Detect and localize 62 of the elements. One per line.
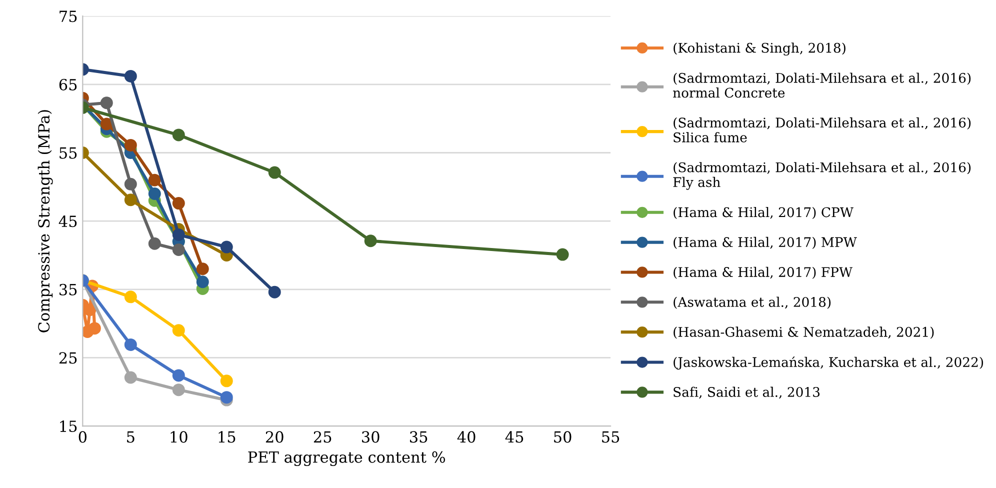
point [84,304,96,316]
point [124,194,137,206]
point [124,70,137,82]
y-tick-label: 65 [59,78,77,90]
legend-label: (Sadrmomtazi, Dolati-Milehsara et al., 2016) Fly ash [673,162,971,190]
point [124,178,137,190]
x-tick-label: 20 [266,431,284,443]
point [364,234,377,248]
legend-label: (Hasan-Ghasemi & Nematzadeh, 2021) [674,326,934,339]
legend-label: (Hama & Hilal, 2017) FPW [674,266,852,279]
point [196,276,209,288]
point [88,322,101,335]
y-tick-label: 45 [58,216,77,228]
legend-label: (Hama & Hilal, 2017) CPW [674,206,854,220]
legend-label: Safi, Saidi et al., 2013 [674,386,820,399]
point [148,237,161,250]
x-tick-label: 45 [505,431,524,443]
point [124,371,137,384]
x-tick-label: 10 [170,431,188,443]
legend-label: (Aswatama et al., 2018) [674,296,831,309]
y-tick-label: 75 [60,10,77,22]
point [196,262,209,276]
x-tick-label: 30 [362,431,380,443]
point [556,248,569,261]
legend-label: (Sadrmomtazi, Dolati-Milehsara et al., 2016) Silica fume [674,117,971,142]
legend-label: (Hama & Hilal, 2017) MPW [674,236,857,249]
point [268,166,281,179]
y-tick-label: 35 [60,284,77,296]
x-tick-label: 15 [218,431,236,443]
y-axis-title: Compressive Strength (MPa) [38,110,53,332]
y-tick-label: 55 [60,147,77,159]
point [172,324,185,337]
point [148,187,161,200]
point [172,228,185,241]
x-tick-label: 35 [410,431,428,443]
point [172,384,185,396]
point [124,290,137,304]
point [220,374,233,388]
legend-label: (Kohistani & Singh, 2018) [674,42,846,56]
x-tick-label: 0 [78,431,87,443]
legend-label: (Jaskowska-Lemańska, Kucharska et al., 2022) [674,356,984,370]
point [220,240,233,254]
x-axis-title: PET aggregate content % [248,451,446,466]
legend-label: (Sadrmomtazi, Dolati-Milehsara et al., 2016) normal Concrete [673,72,971,98]
x-tick-label: 5 [127,431,134,443]
point [172,197,185,210]
x-tick-label: 40 [457,431,476,443]
point [220,391,233,404]
point [100,118,113,130]
point [148,174,161,186]
point [124,138,137,152]
point [172,369,185,382]
y-tick-label: 25 [59,352,77,364]
point [172,244,185,256]
point [268,286,281,298]
x-tick-label: 25 [314,431,332,443]
x-tick-label: 50 [554,431,572,443]
x-tick-label: 55 [602,431,620,443]
point [100,96,113,110]
point [124,338,137,351]
point [172,128,185,142]
y-tick-label: 15 [60,420,77,432]
